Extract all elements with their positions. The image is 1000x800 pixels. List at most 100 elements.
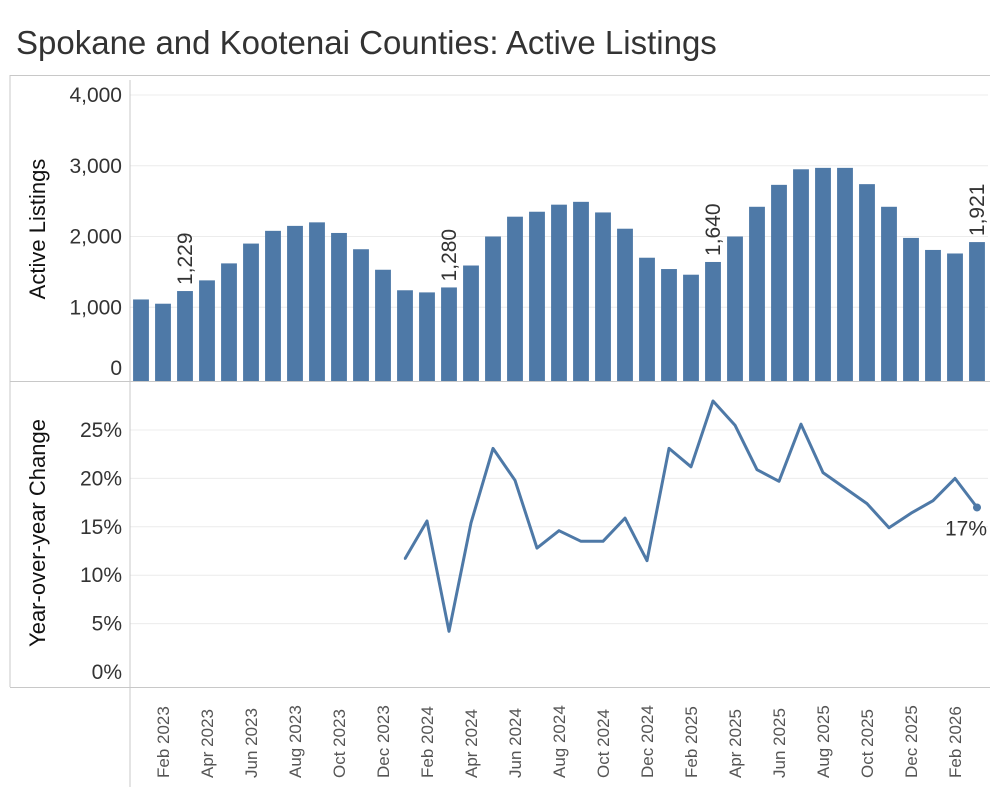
line-point: [579, 540, 583, 543]
bar: [507, 216, 523, 381]
line-point: [447, 630, 451, 633]
line-point: [777, 480, 781, 483]
x-tick-label: Dec 2025: [902, 705, 921, 778]
bar: [749, 206, 765, 381]
bar: [441, 287, 457, 381]
bar: [155, 303, 171, 381]
bar: [925, 249, 941, 381]
y-tick-label: 25%: [80, 419, 122, 442]
line-series: [403, 399, 981, 633]
bar: [793, 169, 809, 381]
bar: [683, 274, 699, 381]
bar: [727, 236, 743, 381]
y-tick-label: 5%: [92, 613, 122, 636]
bar-series: [133, 167, 985, 381]
bar: [639, 257, 655, 381]
line-data-label: 17%: [945, 517, 987, 540]
x-tick-label: Aug 2023: [286, 705, 305, 778]
chart-title: Spokane and Kootenai Counties: Active Li…: [16, 24, 717, 61]
bar: [375, 269, 391, 381]
label-layer: 0 1,000 2,000 3,000 4,000 0% 5% 10% 15% 20% 25% 1,2…: [25, 84, 989, 778]
bar: [617, 228, 633, 381]
x-tick-label: Oct 2025: [858, 709, 877, 778]
x-tick-label: Oct 2024: [594, 709, 613, 778]
bar-data-label: 1,229: [174, 232, 197, 285]
bar: [595, 212, 611, 381]
bar: [419, 292, 435, 381]
bar: [881, 206, 897, 381]
line-point: [403, 557, 407, 560]
bar: [463, 265, 479, 381]
line-point: [469, 521, 473, 525]
line-point: [843, 486, 847, 490]
bar: [771, 184, 787, 381]
line-point: [733, 423, 737, 427]
bar-data-label: 1,921: [966, 184, 989, 237]
bar: [243, 243, 259, 381]
x-tick-label: Feb 2026: [946, 706, 965, 778]
line-point: [689, 465, 693, 468]
line-point: [887, 526, 891, 529]
y-tick-label: 1,000: [69, 296, 122, 319]
line-point: [931, 499, 935, 502]
bar: [485, 236, 501, 381]
y-tick-label: 3,000: [69, 155, 122, 178]
y-tick-label: 15%: [80, 516, 122, 539]
bar: [837, 167, 853, 381]
bar: [551, 204, 567, 381]
y-tick-label: 2,000: [69, 226, 122, 249]
line-point: [755, 468, 759, 471]
line-point: [535, 546, 539, 550]
bar: [969, 242, 985, 381]
line-point: [667, 447, 671, 450]
yoy-line: [403, 399, 979, 633]
x-tick-label: Apr 2025: [726, 709, 745, 778]
bar: [705, 261, 721, 381]
y-axis-title: Active Listings: [25, 159, 50, 300]
line-point: [623, 516, 627, 520]
bar: [529, 211, 545, 381]
bar: [133, 299, 149, 381]
bar: [287, 225, 303, 381]
line-point: [557, 529, 561, 532]
bar: [177, 291, 193, 381]
x-tick-label: Oct 2023: [330, 709, 349, 778]
x-tick-label: Aug 2024: [550, 705, 569, 778]
bar: [573, 201, 589, 381]
line-point: [953, 477, 957, 480]
bar: [265, 230, 281, 381]
x-tick-label: Apr 2024: [462, 709, 481, 778]
bar: [661, 269, 677, 381]
x-tick-label: Aug 2025: [814, 705, 833, 778]
bar: [947, 253, 963, 381]
y-tick-label: 0%: [92, 661, 122, 684]
y-tick-label: 10%: [80, 564, 122, 587]
line-point: [425, 519, 429, 523]
bar: [309, 222, 325, 381]
x-tick-label: Dec 2023: [374, 705, 393, 778]
bar: [397, 290, 413, 381]
bar: [815, 167, 831, 381]
y-tick-label: 4,000: [69, 84, 122, 107]
x-tick-label: Feb 2025: [682, 706, 701, 778]
x-tick-label: Dec 2024: [638, 705, 657, 778]
x-tick-label: Jun 2024: [506, 708, 525, 778]
x-tick-label: Jun 2023: [242, 708, 261, 778]
line-point: [909, 512, 913, 515]
line-end-marker: [973, 503, 981, 512]
x-tick-label: Apr 2023: [198, 709, 217, 778]
line-point: [491, 447, 495, 450]
x-tick-label: Feb 2024: [418, 706, 437, 778]
bar: [859, 184, 875, 381]
bar: [903, 237, 919, 381]
y-axis-title: Year-over-year Change: [25, 419, 50, 647]
x-tick-label: Jun 2025: [770, 708, 789, 778]
y-tick-label: 20%: [80, 467, 122, 490]
line-point: [645, 559, 649, 562]
bar: [353, 249, 369, 381]
line-point: [865, 502, 869, 505]
y-tick-label: 0: [110, 357, 122, 380]
bar: [221, 263, 237, 381]
bar-data-label: 1,280: [438, 229, 461, 282]
